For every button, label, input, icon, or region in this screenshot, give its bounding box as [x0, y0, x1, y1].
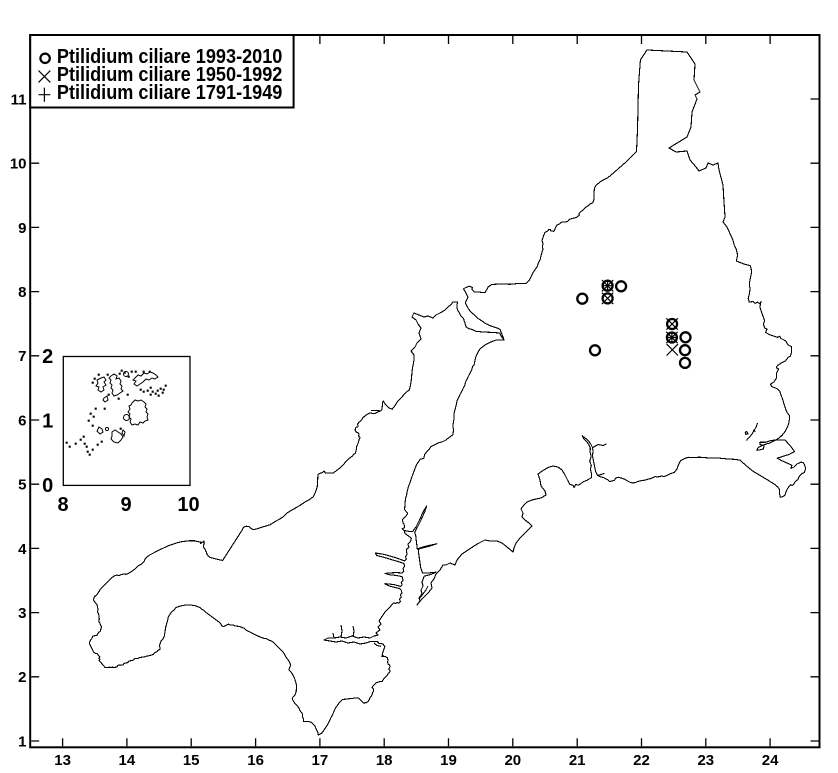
svg-text:1: 1	[42, 411, 53, 433]
svg-text:13: 13	[54, 752, 71, 768]
svg-text:10: 10	[177, 494, 199, 516]
svg-text:11: 11	[11, 91, 27, 108]
svg-text:21: 21	[569, 752, 586, 768]
svg-text:4: 4	[18, 541, 27, 558]
svg-text:7: 7	[18, 348, 26, 365]
svg-text:2: 2	[42, 346, 53, 368]
svg-text:16: 16	[247, 752, 264, 768]
svg-text:9: 9	[120, 494, 131, 516]
svg-text:19: 19	[440, 752, 457, 768]
svg-text:22: 22	[633, 752, 650, 768]
svg-text:Ptilidium ciliare 1791-1949: Ptilidium ciliare 1791-1949	[57, 82, 283, 104]
svg-text:17: 17	[312, 752, 329, 768]
svg-text:9: 9	[18, 220, 26, 237]
svg-text:20: 20	[504, 752, 521, 768]
svg-text:3: 3	[18, 605, 26, 622]
svg-text:10: 10	[10, 156, 27, 173]
svg-text:2: 2	[18, 669, 26, 686]
svg-text:8: 8	[57, 494, 68, 516]
svg-text:6: 6	[18, 412, 26, 429]
svg-text:8: 8	[18, 284, 26, 301]
svg-text:1: 1	[18, 733, 26, 750]
svg-text:Ptilidium ciliare 1950-1992: Ptilidium ciliare 1950-1992	[57, 64, 283, 86]
svg-text:15: 15	[183, 752, 200, 768]
svg-text:23: 23	[697, 752, 714, 768]
svg-text:0: 0	[42, 475, 53, 497]
svg-text:24: 24	[762, 752, 779, 768]
svg-text:14: 14	[119, 752, 136, 768]
svg-text:18: 18	[376, 752, 393, 768]
svg-text:Ptilidium ciliare 1993-2010: Ptilidium ciliare 1993-2010	[57, 46, 283, 68]
svg-text:5: 5	[18, 477, 26, 494]
